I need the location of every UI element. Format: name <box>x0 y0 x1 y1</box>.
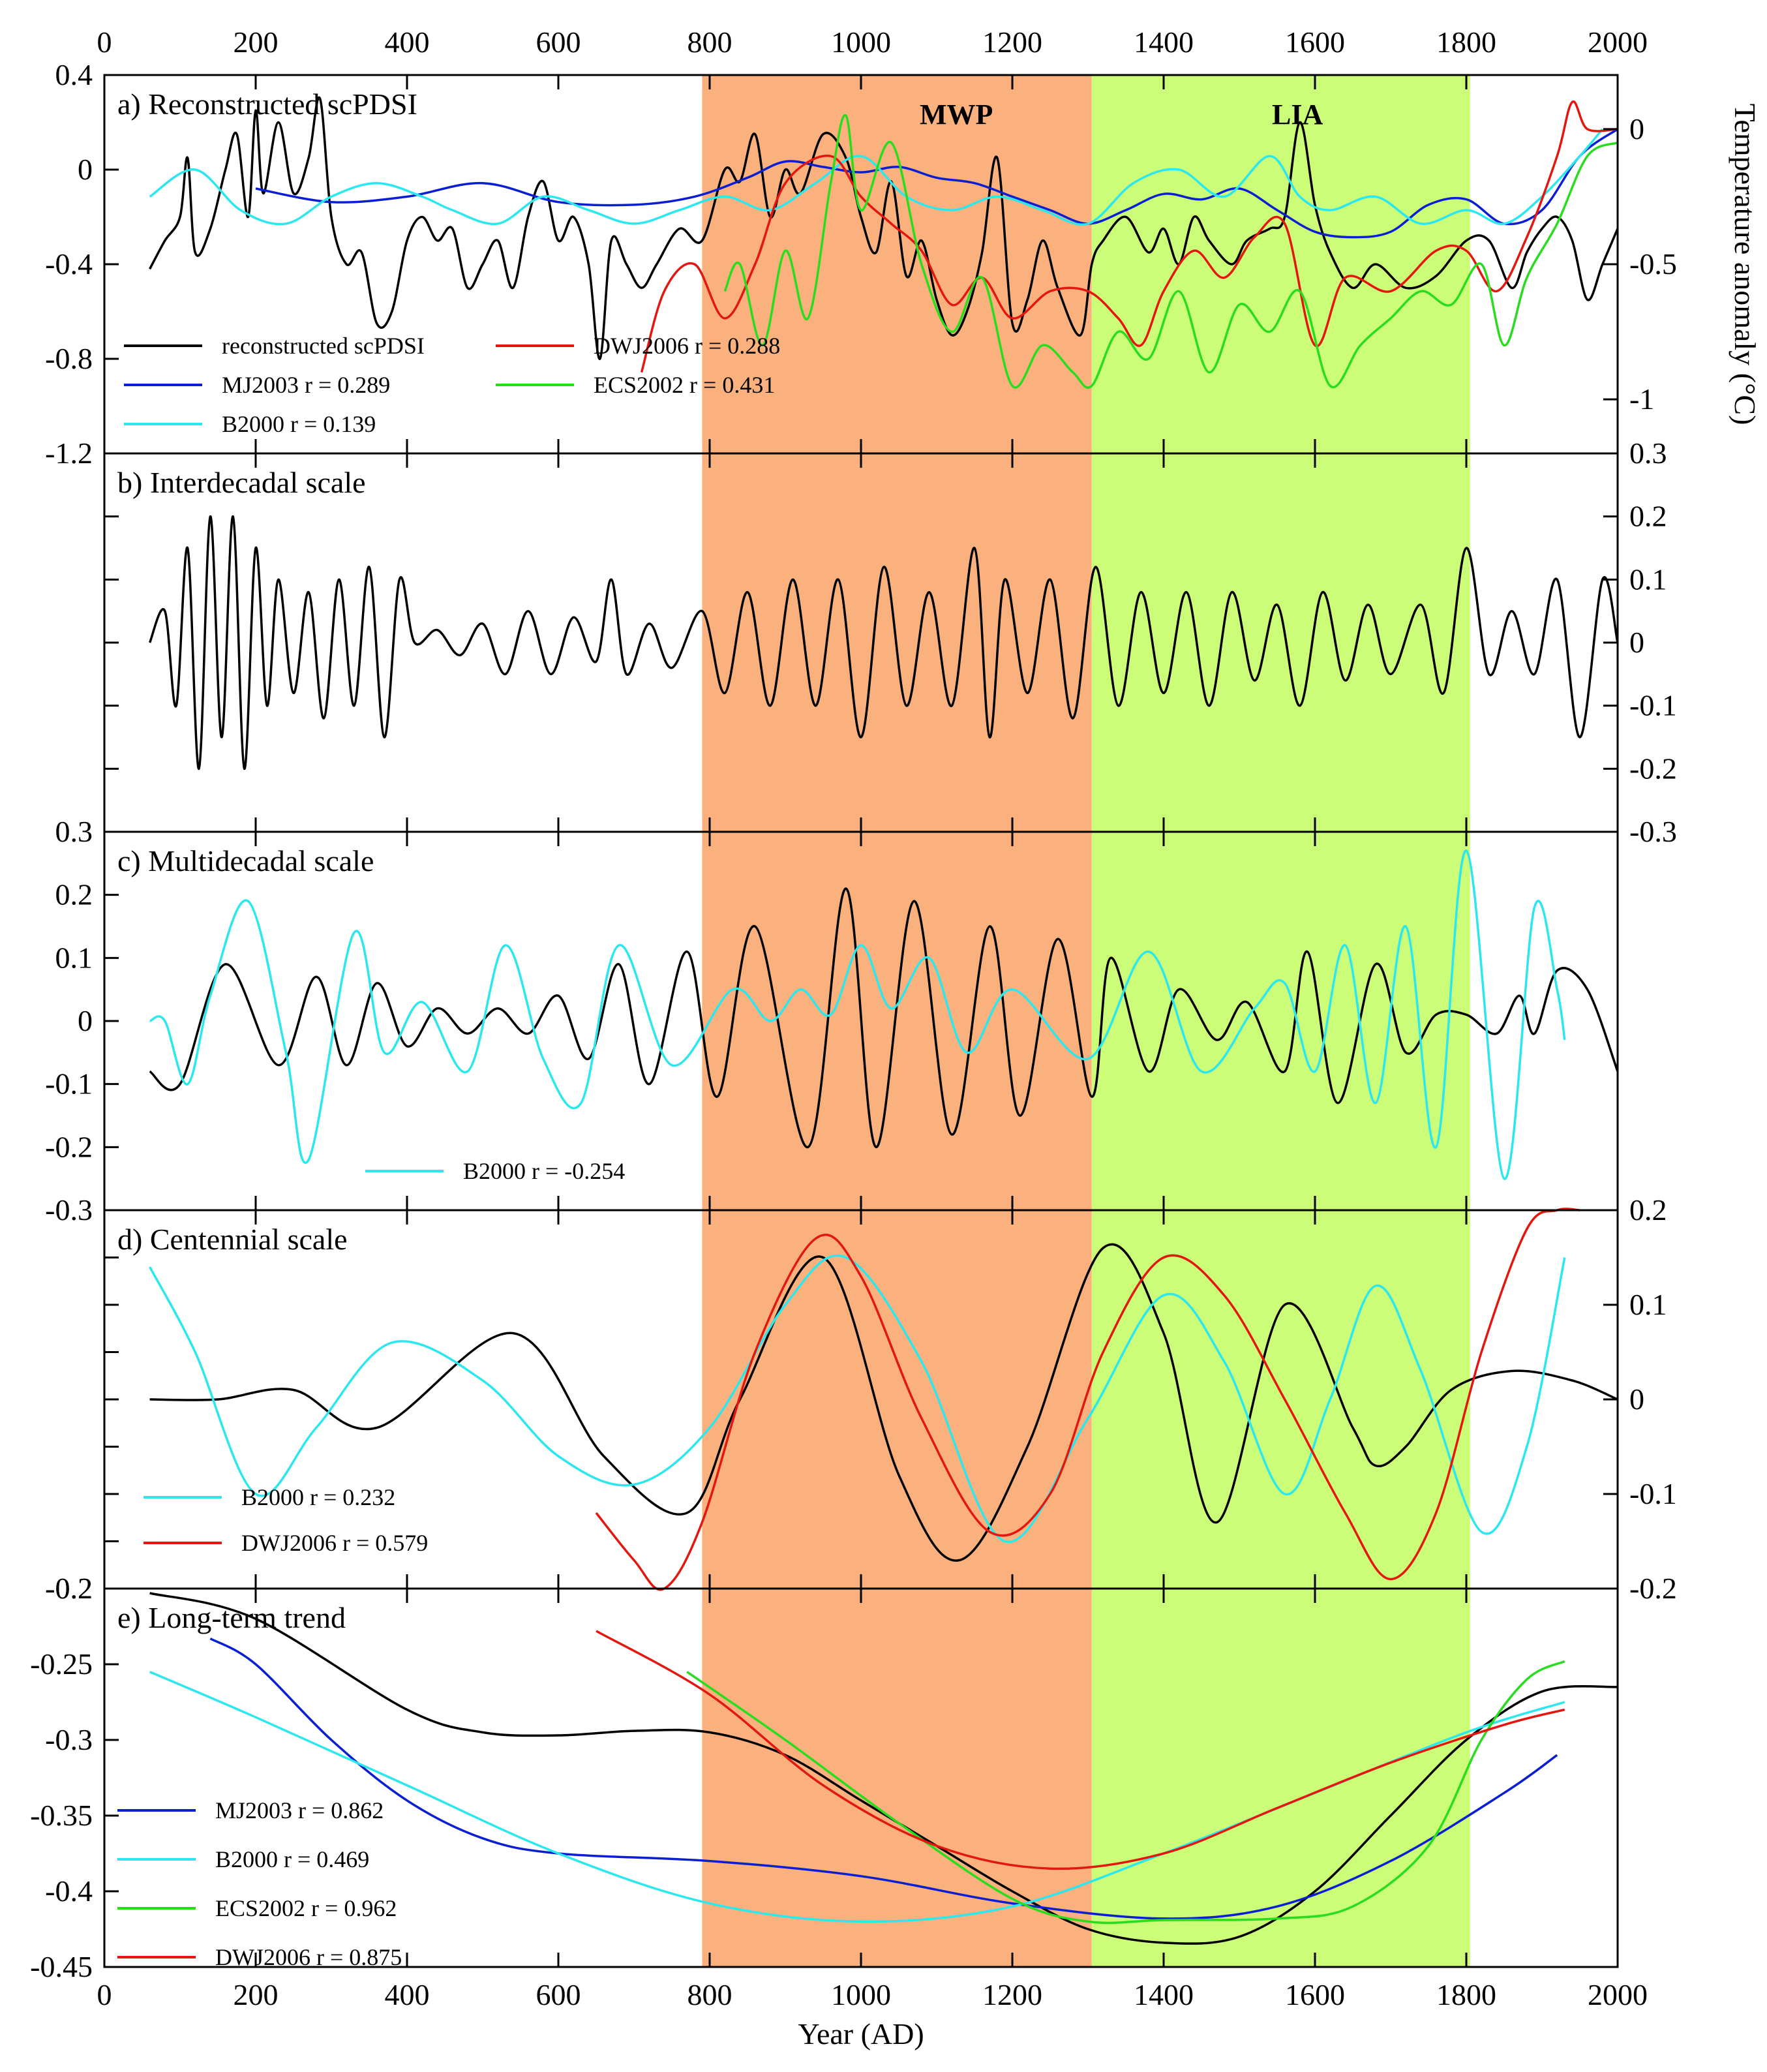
x-tick-label-top-1: 200 <box>234 25 279 59</box>
series-line-p0-3 <box>640 100 1618 373</box>
x-tick-label-bottom-1: 200 <box>234 1978 279 2011</box>
y-tick-label-right-p3-2: 0 <box>1629 1382 1644 1416</box>
panel-title-3: d) Centennial scale <box>117 1223 348 1256</box>
legend-label-p4-1: B2000 r = 0.469 <box>215 1846 369 1872</box>
series-line-p0-2 <box>149 128 1604 226</box>
y-tick-label-right-p3-3: -0.1 <box>1629 1477 1677 1510</box>
series-line-p4-4 <box>596 1630 1565 1870</box>
y-tick-label-right-p1-4: -0.1 <box>1629 689 1677 722</box>
series-line-p4-3 <box>686 1660 1565 1925</box>
y-tick-label-left-p0-3: -0.8 <box>45 342 93 375</box>
y-tick-label-right-p1-0: 0.3 <box>1629 436 1667 470</box>
x-tick-label-top-10: 2000 <box>1588 25 1648 59</box>
x-tick-label-bottom-3: 600 <box>536 1978 581 2011</box>
series-line-p1-0 <box>148 515 1619 770</box>
series-line-p3-1 <box>149 1255 1566 1544</box>
panel-title-4: e) Long-term trend <box>117 1601 346 1634</box>
legend-label-p4-0: MJ2003 r = 0.862 <box>215 1797 384 1823</box>
legend-label-p0-4: ECS2002 r = 0.431 <box>594 372 775 398</box>
legend-label-p3-1: DWJ2006 r = 0.579 <box>241 1530 428 1556</box>
legend-label-p0-2: B2000 r = 0.139 <box>222 411 376 437</box>
y-tick-label-left-p4-5: -0.45 <box>30 1950 93 1983</box>
x-tick-label-top-3: 600 <box>536 25 581 59</box>
x-tick-label-top-9: 1800 <box>1436 25 1496 59</box>
period-band-lia <box>1091 75 1470 1967</box>
x-tick-label-bottom-4: 800 <box>687 1978 732 2011</box>
y-tick-label-left-p2-4: -0.1 <box>45 1067 93 1101</box>
y-tick-label-left-p4-3: -0.35 <box>30 1799 93 1832</box>
y-tick-label-left-p2-2: 0.1 <box>55 941 93 974</box>
series-line-p2-1 <box>149 849 1566 1180</box>
x-tick-label-bottom-10: 2000 <box>1588 1978 1648 2011</box>
legend-label-p4-2: ECS2002 r = 0.962 <box>215 1895 397 1921</box>
y-tick-label-left-p2-5: -0.2 <box>45 1130 93 1163</box>
y-tick-label-left-p0-0: 0.4 <box>55 58 93 91</box>
y-tick-label-right-p0-1: -0.5 <box>1629 247 1677 281</box>
x-tick-label-bottom-8: 1600 <box>1285 1978 1345 2011</box>
y-tick-label-left-p2-6: -0.3 <box>45 1193 93 1226</box>
x-tick-label-bottom-0: 0 <box>97 1978 112 2011</box>
legend-label-p2-0: B2000 r = -0.254 <box>463 1158 625 1184</box>
y-tick-label-left-p2-1: 0.2 <box>55 878 93 911</box>
x-tick-label-top-7: 1400 <box>1134 25 1194 59</box>
series-line-p0-4 <box>723 114 1618 389</box>
y-tick-label-right-p3-4: -0.2 <box>1629 1572 1677 1605</box>
period-label-mwp: MWP <box>920 99 993 130</box>
tick-layer <box>103 74 1619 1968</box>
x-tick-label-bottom-2: 400 <box>385 1978 430 2011</box>
y-tick-label-left-p0-4: -1.2 <box>45 436 93 470</box>
x-tick-label-top-2: 400 <box>385 25 430 59</box>
x-tick-label-top-0: 0 <box>97 25 112 59</box>
series-line-p0-0 <box>149 96 1619 360</box>
label-layer: 0.40-0.4-0.8-1.20-0.5-1a) Reconstructed … <box>30 25 1677 2011</box>
legend-label-p0-3: DWJ2006 r = 0.288 <box>594 333 780 359</box>
x-tick-label-top-6: 1200 <box>982 25 1042 59</box>
y-tick-label-right-p1-2: 0.1 <box>1629 562 1667 596</box>
x-tick-label-bottom-6: 1200 <box>982 1978 1042 2011</box>
x-tick-label-top-4: 800 <box>687 25 732 59</box>
y-tick-label-left-p2-3: 0 <box>78 1004 93 1037</box>
right-y-axis-title: Temperature anomaly (°C) <box>1729 104 1762 425</box>
x-tick-label-bottom-7: 1400 <box>1134 1978 1194 2011</box>
y-tick-label-left-p4-0: -0.2 <box>45 1572 93 1605</box>
series-line-p4-1 <box>209 1638 1558 1920</box>
x-axis-title: Year (AD) <box>798 2017 924 2050</box>
period-shading <box>702 75 1470 1967</box>
series-line-p2-0 <box>149 887 1619 1149</box>
panel-title-2: c) Multidecadal scale <box>117 844 374 877</box>
y-tick-label-right-p0-2: -1 <box>1629 382 1654 416</box>
y-tick-label-left-p2-0: 0.3 <box>55 815 93 848</box>
series-layer <box>148 96 1619 1945</box>
y-tick-label-right-p1-3: 0 <box>1629 626 1644 659</box>
y-tick-label-left-p0-2: -0.4 <box>45 247 93 281</box>
legend-label-p0-1: MJ2003 r = 0.289 <box>222 372 390 398</box>
panel-title-0: a) Reconstructed scPDSI <box>117 87 417 121</box>
y-tick-label-right-p1-1: 0.2 <box>1629 500 1667 533</box>
legend-label-p3-0: B2000 r = 0.232 <box>241 1484 395 1510</box>
y-tick-label-right-p3-0: 0.2 <box>1629 1193 1667 1226</box>
x-tick-label-bottom-5: 1000 <box>831 1978 891 2011</box>
y-tick-label-right-p0-0: 0 <box>1629 112 1644 145</box>
y-tick-label-left-p0-1: 0 <box>78 153 93 186</box>
series-line-p3-2 <box>595 1208 1580 1591</box>
series-line-p3-0 <box>149 1243 1618 1562</box>
legend-label-p4-3: DWJ2006 r = 0.875 <box>215 1944 402 1970</box>
period-label-lia: LIA <box>1272 99 1323 130</box>
y-tick-label-right-p1-5: -0.2 <box>1629 752 1677 785</box>
y-tick-label-left-p4-1: -0.25 <box>30 1647 93 1681</box>
y-tick-label-left-p3-0: -0.2 <box>45 1572 93 1605</box>
series-line-p0-1 <box>255 128 1619 239</box>
y-tick-label-left-p4-4: -0.4 <box>45 1874 93 1908</box>
legend-label-p0-0: reconstructed scPDSI <box>222 333 425 359</box>
legend-layer: reconstructed scPDSI MJ2003 r = 0.289 B200… <box>117 333 780 1970</box>
y-tick-label-right-p3-1: 0.1 <box>1629 1288 1667 1321</box>
y-tick-label-left-p4-2: -0.3 <box>45 1723 93 1756</box>
x-tick-label-top-8: 1600 <box>1285 25 1345 59</box>
x-tick-label-bottom-9: 1800 <box>1436 1978 1496 2011</box>
x-tick-label-top-5: 1000 <box>831 25 891 59</box>
y-tick-label-right-p1-6: -0.3 <box>1629 815 1677 848</box>
series-line-p4-0 <box>149 1592 1618 1945</box>
panel-title-1: b) Interdecadal scale <box>117 466 366 499</box>
